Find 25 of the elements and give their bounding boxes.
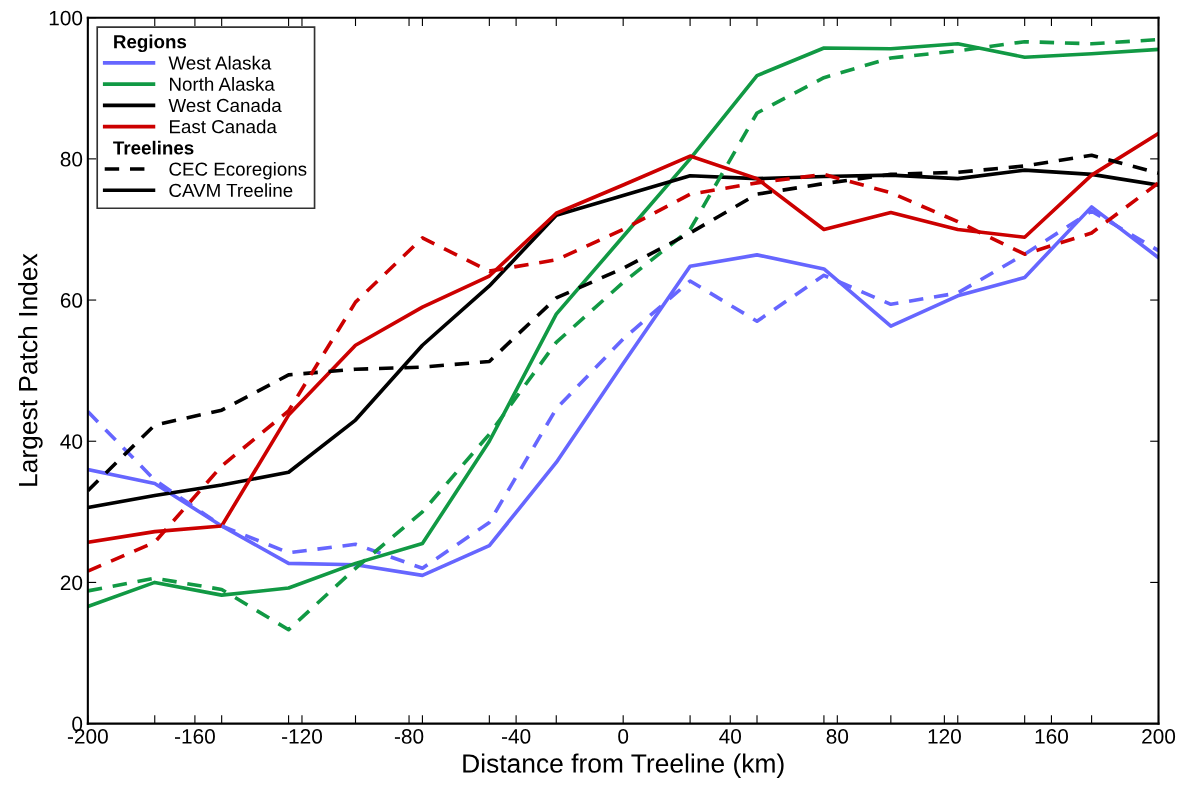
annotation: CEC Ecoregions	[169, 162, 307, 180]
x-tick-label: -40	[501, 729, 531, 744]
x-tick-label: -160	[174, 729, 215, 744]
y-axis-title: Largest Patch Index	[18, 253, 43, 486]
x-tick-label: 0	[618, 729, 629, 744]
legend-label: North Alaska	[170, 77, 275, 91]
legend-label: West Alaska	[168, 55, 272, 70]
y-tick-label: 20	[60, 575, 83, 591]
y-tick-label: 40	[60, 434, 83, 449]
annotation: CAVM Treeline	[169, 183, 293, 198]
x-tick-label: 40	[719, 729, 742, 744]
x-tick-label: -80	[394, 729, 424, 744]
legend-label: East Canada	[170, 119, 277, 134]
y-tick-label: 60	[60, 293, 83, 308]
x-tick-label: 200	[1142, 729, 1176, 744]
legend-label: West Canada	[168, 98, 282, 113]
annotation: Treelines	[113, 140, 194, 155]
x-axis-title: Distance from Treeline (km)	[463, 753, 784, 779]
y-tick-label: 80	[60, 151, 83, 167]
x-tick-label: 160	[1035, 729, 1069, 744]
x-tick-label: 80	[826, 729, 849, 744]
x-tick-label: 120	[928, 729, 961, 744]
legend-title: Regions	[114, 34, 187, 53]
x-tick-label: -120	[282, 729, 323, 744]
y-tick-label: 100	[49, 10, 83, 26]
